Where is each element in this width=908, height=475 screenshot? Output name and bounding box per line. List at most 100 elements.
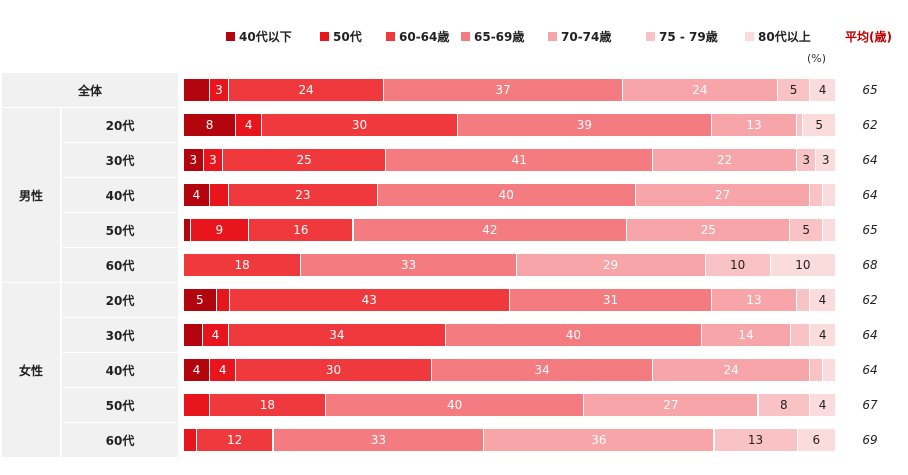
row-label: 30代 — [62, 318, 178, 352]
bar-segment: 34 — [228, 324, 446, 346]
bar-segment: 4 — [810, 324, 836, 346]
bar-segment: 42 — [353, 219, 628, 241]
legend-swatch — [461, 31, 470, 41]
legend-label: 75 - 79歳 — [659, 29, 718, 44]
bar-segment — [184, 324, 204, 346]
bar-segment: 4 — [210, 359, 237, 381]
legend-label: 70-74歳 — [561, 29, 612, 44]
bar-segment: 5 — [777, 79, 811, 101]
average-value: 67 — [862, 398, 878, 412]
bar-segment: 31 — [510, 289, 713, 311]
legend-item-1: 50代 — [320, 28, 362, 44]
bar-segment: 33 — [301, 254, 517, 276]
bar-segment: 13 — [712, 114, 797, 136]
bar-segment: 40 — [446, 324, 702, 346]
legend-swatch — [745, 31, 754, 41]
bar-segment — [796, 114, 804, 136]
bar-segment: 3 — [796, 149, 817, 171]
average-value: 62 — [862, 293, 878, 307]
legend-swatch — [320, 31, 329, 41]
bar-segment: 8 — [184, 114, 237, 136]
bar-segment: 6 — [797, 429, 836, 451]
bar-segment: 43 — [229, 289, 510, 311]
row-label: 40代 — [62, 353, 178, 387]
row-label: 30代 — [62, 143, 178, 177]
average-value: 64 — [862, 363, 878, 377]
average-value: 62 — [862, 118, 878, 132]
row-label: 20代 — [62, 108, 178, 142]
average-value: 64 — [862, 153, 878, 167]
legend-swatch — [646, 31, 655, 41]
bar-segment: 9 — [190, 219, 250, 241]
legend-swatch — [226, 31, 235, 41]
bar-segment: 27 — [584, 394, 759, 416]
bar-segment: 24 — [653, 359, 810, 381]
bar-segment: 27 — [635, 184, 811, 206]
bar-segment — [184, 219, 191, 241]
average-value: 69 — [862, 433, 878, 447]
bar-segment: 22 — [653, 149, 797, 171]
bar-segment: 30 — [236, 359, 432, 381]
bar-segment: 3 — [203, 149, 224, 171]
bar-segment: 4 — [810, 394, 836, 416]
row-label: 60代 — [62, 248, 178, 282]
bar-segment: 3 — [816, 149, 836, 171]
group-label: 女性 — [2, 283, 60, 457]
bar-segment — [809, 359, 823, 381]
bar-segment: 33 — [273, 429, 485, 451]
bar-segment: 10 — [705, 254, 771, 276]
bar-segment: 41 — [386, 149, 654, 171]
bar-segment — [823, 219, 836, 241]
legend-item-3: 65-69歳 — [461, 28, 524, 44]
bar-segment: 5 — [790, 219, 823, 241]
row-label: 60代 — [62, 423, 178, 457]
bar-segment: 29 — [516, 254, 706, 276]
bar-segment: 4 — [809, 289, 836, 311]
bar-segment: 18 — [184, 254, 302, 276]
bar-segment: 23 — [229, 184, 378, 206]
bar-segment — [216, 289, 230, 311]
bar-segment: 4 — [810, 79, 836, 101]
legend-item-6: 80代以上 — [745, 28, 811, 44]
bar-segment: 40 — [326, 394, 585, 416]
average-value: 65 — [862, 223, 878, 237]
legend-item-0: 40代以下 — [226, 28, 292, 44]
bar-segment: 8 — [758, 394, 811, 416]
bar-segment — [823, 184, 836, 206]
bar-segment — [184, 79, 210, 101]
unit-label: (%) — [807, 52, 827, 65]
legend-swatch — [386, 31, 395, 41]
bar-segment: 13 — [712, 289, 797, 311]
bar-segment: 25 — [223, 149, 387, 171]
legend-item-2: 60-64歳 — [386, 28, 449, 44]
bar-segment: 16 — [249, 219, 354, 241]
bar-segment: 14 — [701, 324, 792, 346]
average-value: 65 — [862, 83, 878, 97]
bar-segment: 18 — [209, 394, 326, 416]
legend-label: 50代 — [333, 29, 362, 44]
legend-swatch — [548, 31, 557, 41]
average-value: 64 — [862, 188, 878, 202]
bar-segment: 3 — [209, 79, 230, 101]
row-label: 40代 — [62, 178, 178, 212]
bar-segment: 4 — [184, 359, 211, 381]
bar-segment: 25 — [627, 219, 791, 241]
legend-label: 60-64歳 — [399, 29, 450, 44]
bar-segment: 4 — [203, 324, 229, 346]
bar-segment: 37 — [384, 79, 623, 101]
group-label: 男性 — [2, 108, 60, 282]
bar-segment: 24 — [623, 79, 778, 101]
bar-segment — [796, 289, 810, 311]
bar-segment — [810, 184, 824, 206]
bar-segment — [184, 429, 197, 451]
bar-segment: 30 — [262, 114, 458, 136]
bar-segment: 40 — [377, 184, 636, 206]
bar-segment: 39 — [457, 114, 713, 136]
row-label: 50代 — [62, 388, 178, 422]
bar-segment — [184, 394, 210, 416]
bar-segment: 10 — [770, 254, 836, 276]
bar-segment: 24 — [229, 79, 385, 101]
bar-segment — [791, 324, 811, 346]
average-header: 平均(歳) — [845, 30, 892, 44]
